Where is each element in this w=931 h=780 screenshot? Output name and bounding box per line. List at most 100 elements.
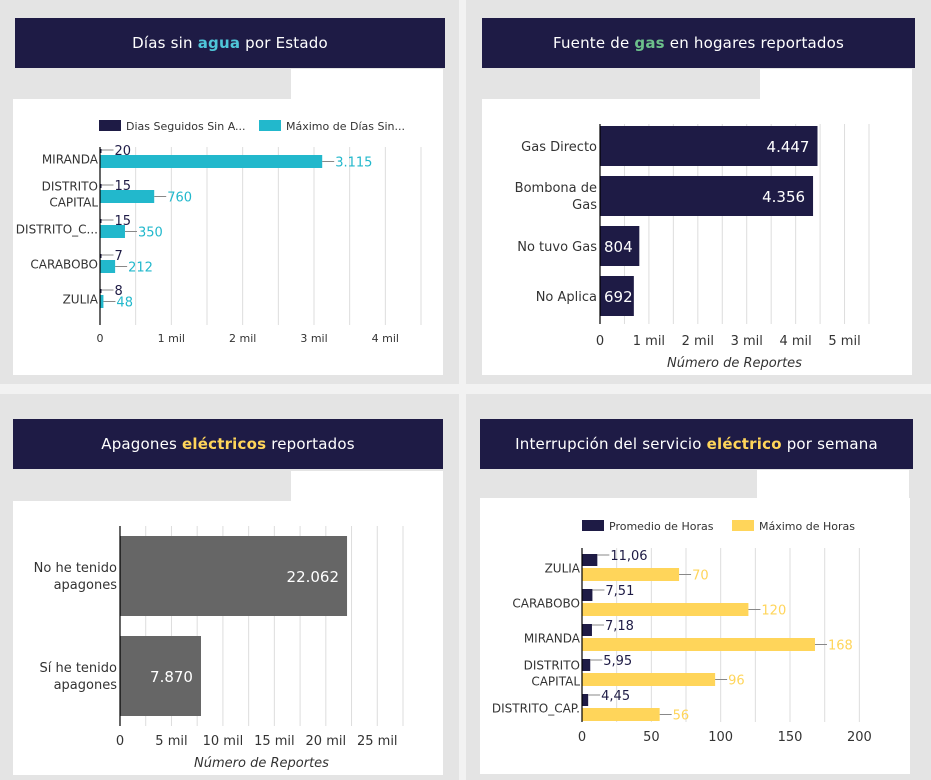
bar-series-b <box>582 673 716 686</box>
x-tick-label: 200 <box>847 730 872 745</box>
data-label: 7 <box>115 249 123 264</box>
legend-swatch <box>259 120 281 131</box>
data-label: 168 <box>828 639 853 654</box>
category-label: apagones <box>54 578 118 593</box>
x-tick-label: 0 <box>578 730 586 745</box>
chart-water-days: Dias Seguidos Sin A... Máximo de Días Sin… <box>16 120 422 345</box>
chart-card-interruption: Promedio de Horas Máximo de Horas 11,06 70 Z… <box>480 498 910 774</box>
bar <box>600 126 818 166</box>
chart-gas-source: 4.447 Gas Directo 4.356 Bombona de Gas 804 No … <box>515 124 870 371</box>
chart-card-gas: 4.447 Gas Directo 4.356 Bombona de Gas 804 No … <box>482 99 912 375</box>
x-tick-label: 25 mil <box>357 734 398 749</box>
bar-series-a <box>100 184 102 188</box>
x-tick-label: 4 mil <box>372 332 399 345</box>
data-label: 96 <box>728 674 745 689</box>
bar-series-a <box>100 289 102 293</box>
category-label: Sí he tenido <box>39 661 117 676</box>
data-label: 56 <box>673 709 690 724</box>
bar-series-b <box>100 260 116 273</box>
category-label: CAPITAL <box>531 675 580 689</box>
x-tick-label: 3 mil <box>731 334 763 349</box>
x-axis-title: Número de Reportes <box>667 356 802 371</box>
bar-series-b <box>100 295 104 308</box>
bar-series-a <box>582 659 591 671</box>
legend-label: Máximo de Horas <box>759 520 855 533</box>
data-label: 7.870 <box>150 668 193 686</box>
category-label: No Aplica <box>536 290 597 305</box>
title-text: Fuente de <box>552 34 630 52</box>
bar <box>600 176 814 216</box>
data-label: 760 <box>167 191 192 206</box>
data-label: 4.356 <box>762 188 805 206</box>
data-label: 8 <box>115 284 123 299</box>
data-label: 350 <box>138 226 163 241</box>
x-tick-label: 0 <box>97 332 104 345</box>
x-tick-label: 3 mil <box>300 332 327 345</box>
category-label: ZULIA <box>545 562 581 576</box>
data-label: 7,18 <box>605 619 634 634</box>
category-label: No he tenido <box>34 561 117 576</box>
data-label: 48 <box>116 296 133 311</box>
data-label: 3.115 <box>335 156 372 171</box>
x-tick-label: 5 mil <box>155 734 187 749</box>
category-label: CARABOBO <box>512 597 580 611</box>
data-label: 5,95 <box>603 654 632 669</box>
legend-swatch <box>99 120 121 131</box>
data-label: 212 <box>128 261 153 276</box>
bar-series-b <box>100 155 323 168</box>
bar-series-b <box>582 708 660 721</box>
data-label: 120 <box>761 604 786 619</box>
title-highlight: agua <box>197 34 241 52</box>
title-text: por Estado <box>245 34 328 52</box>
category-label: ZULIA <box>63 293 99 307</box>
data-label: 4.447 <box>767 138 810 156</box>
category-label: Gas <box>572 198 597 213</box>
category-label: MIRANDA <box>42 153 99 167</box>
title-text: Apagones <box>101 435 178 453</box>
legend-label: Promedio de Horas <box>609 520 714 533</box>
bar-series-a <box>582 589 593 601</box>
x-tick-label: 1 mil <box>158 332 185 345</box>
title-highlight: eléctrico <box>706 435 782 453</box>
panel-title-water: Días sin agua por Estado <box>15 18 445 68</box>
bar <box>600 276 634 316</box>
title-highlight: eléctricos <box>182 435 267 453</box>
title-text: reportados <box>271 435 355 453</box>
x-tick-label: 50 <box>643 730 660 745</box>
bar-series-a <box>582 694 589 706</box>
bar-series-a <box>100 219 102 223</box>
data-label: 11,06 <box>610 549 647 564</box>
category-label: No tuvo Gas <box>517 240 597 255</box>
panel-title-interruption: Interrupción del servicio eléctrico por … <box>480 419 913 469</box>
x-tick-label: 10 mil <box>203 734 244 749</box>
x-tick-label: 100 <box>708 730 733 745</box>
bar-series-a <box>100 149 102 153</box>
x-tick-label: 1 mil <box>633 334 665 349</box>
title-text: Interrupción del servicio <box>515 435 702 453</box>
legend-label: Dias Seguidos Sin A... <box>126 120 246 133</box>
bar-series-b <box>100 190 155 203</box>
legend-swatch <box>582 520 604 531</box>
chart-outages: 22.062 No he tenido apagones 7.870 Sí he ten… <box>34 526 404 771</box>
data-label: 7,51 <box>605 584 634 599</box>
title-highlight: gas <box>634 34 665 52</box>
category-label: DISTRITO <box>524 659 580 673</box>
category-label: Gas Directo <box>521 140 597 155</box>
title-text: Días sin <box>132 34 193 52</box>
data-label: 692 <box>604 288 633 306</box>
bar-series-a <box>582 554 598 566</box>
category-label: MIRANDA <box>524 632 581 646</box>
category-label: CARABOBO <box>30 258 98 272</box>
card-tab <box>291 69 443 101</box>
category-label: Bombona de <box>515 181 597 196</box>
data-label: 804 <box>604 238 633 256</box>
bar-series-b <box>582 603 749 616</box>
x-tick-label: 0 <box>596 334 604 349</box>
x-tick-label: 20 mil <box>306 734 347 749</box>
bar-series-b <box>582 638 815 651</box>
category-label: DISTRITO_C... <box>16 223 98 237</box>
legend-swatch <box>732 520 754 531</box>
title-text: por semana <box>786 435 878 453</box>
bar-series-b <box>582 568 680 581</box>
bar-series-b <box>100 225 125 238</box>
